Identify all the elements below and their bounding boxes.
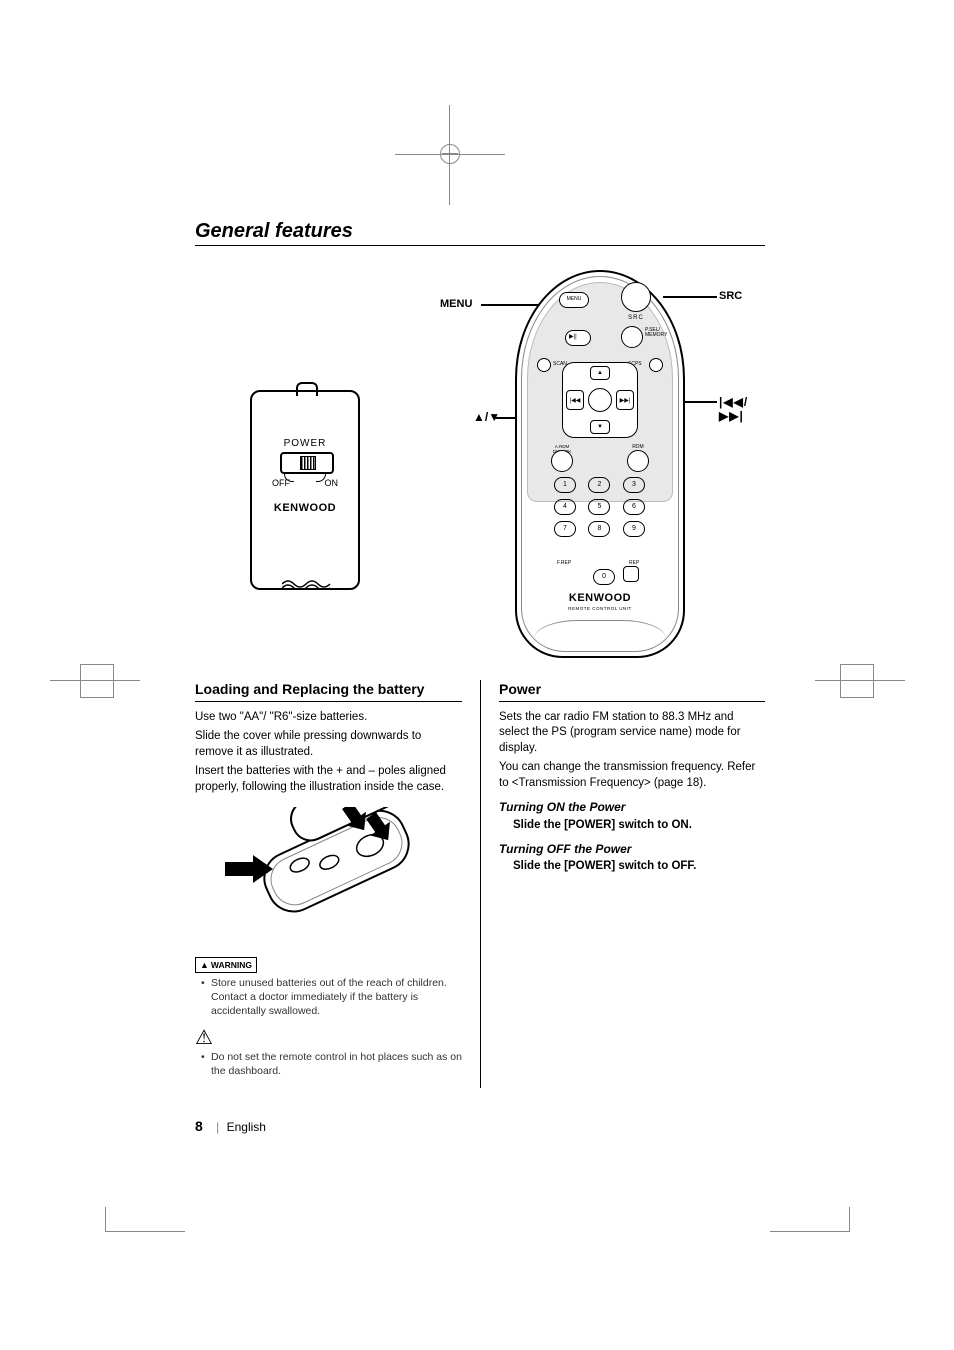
brand-label: KENWOOD — [252, 502, 358, 514]
battery-text: Slide the cover while pressing downwards… — [195, 729, 462, 760]
remote-brand: KENWOOD — [515, 592, 685, 604]
remote-num-4: 4 — [554, 499, 576, 515]
dpad-next-button: ▶▶| — [616, 390, 634, 410]
remote-scan-right-button — [649, 358, 663, 372]
caution-item: Do not set the remote control in hot pla… — [205, 1050, 462, 1078]
page-content: General features POWER OFF ON KENWOOD ME… — [195, 220, 765, 1088]
remote-src-button — [621, 282, 651, 312]
remote-menu-label: MENU — [563, 296, 585, 302]
page-footer: 8 | English — [195, 1118, 266, 1134]
warning-label: WARNING — [211, 960, 252, 970]
power-switch-track — [280, 452, 334, 474]
remote-num-7: 7 — [554, 521, 576, 537]
power-device-figure: POWER OFF ON KENWOOD — [250, 390, 360, 590]
dpad-center-button — [588, 388, 612, 412]
crop-mark — [770, 1207, 850, 1232]
power-switch-knob — [300, 456, 316, 470]
remote-scan-left-button — [537, 358, 551, 372]
power-off-heading: Turning OFF the Power — [499, 841, 765, 857]
remote-num-1: 1 — [554, 477, 576, 493]
remote-num-6: 6 — [623, 499, 645, 515]
remote-arom-button — [551, 450, 573, 472]
caution-list: Do not set the remote control in hot pla… — [195, 1050, 462, 1078]
remote-numpad: 1 2 3 4 5 6 7 8 9 — [550, 474, 650, 540]
remote-frep-label: F.REP — [557, 560, 571, 566]
crop-mark — [440, 144, 460, 164]
remote-num-5: 5 — [588, 499, 610, 515]
remote-brand-subtitle: REMOTE CONTROL UNIT — [515, 606, 685, 611]
warning-item: Store unused batteries out of the reach … — [205, 976, 462, 1019]
power-off-step: Slide the [POWER] switch to OFF. — [513, 859, 765, 875]
crop-mark — [105, 1207, 185, 1232]
footer-separator: | — [216, 1120, 219, 1134]
remote-bottom-curve — [533, 620, 667, 640]
callout-menu: MENU — [440, 298, 472, 310]
power-heading: Power — [499, 680, 765, 702]
remote-figure: MENU SRC ▶|| P.SEL/ MEMORY SCAN SCPS ▲ ▼… — [515, 270, 685, 658]
remote-dpad: ▲ ▼ |◀◀ ▶▶| — [562, 362, 638, 438]
remote-src-label: SRC — [615, 315, 657, 321]
figures-area: POWER OFF ON KENWOOD MENU SRC |◀◀/▶▶| ▲/… — [195, 270, 765, 670]
device-hanger — [296, 382, 318, 396]
dpad-prev-button: |◀◀ — [566, 390, 584, 410]
warning-list: Store unused batteries out of the reach … — [195, 976, 462, 1019]
right-column: Power Sets the car radio FM station to 8… — [480, 680, 765, 1088]
dpad-up-button: ▲ — [590, 366, 610, 380]
page-number: 8 — [195, 1118, 203, 1134]
section-title: General features — [195, 220, 765, 246]
power-text: Sets the car radio FM station to 88.3 MH… — [499, 710, 765, 757]
power-text: You can change the transmission frequenc… — [499, 760, 765, 791]
remote-psel-label: P.SEL/ MEMORY — [645, 328, 675, 338]
power-label: POWER — [252, 438, 358, 449]
warning-triangle-icon: ▲ — [200, 959, 209, 971]
remote-num-0: 0 — [593, 569, 615, 585]
power-on-step: Slide the [POWER] switch to ON. — [513, 818, 765, 834]
callout-src: SRC — [719, 290, 742, 302]
battery-heading: Loading and Replacing the battery — [195, 680, 462, 702]
left-column: Loading and Replacing the battery Use tw… — [195, 680, 480, 1088]
power-on-heading: Turning ON the Power — [499, 799, 765, 815]
warning-block: ▲WARNING Store unused batteries out of t… — [195, 953, 462, 1078]
remote-num-9: 9 — [623, 521, 645, 537]
footer-language: English — [227, 1120, 266, 1134]
battery-text: Insert the batteries with the + and – po… — [195, 764, 462, 795]
remote-num-2: 2 — [588, 477, 610, 493]
warning-badge: ▲WARNING — [195, 957, 257, 973]
crop-mark — [449, 146, 450, 162]
crop-mark — [442, 153, 458, 154]
remote-rdm-button — [627, 450, 649, 472]
power-on-label: ON — [325, 478, 339, 488]
crop-mark — [80, 664, 114, 698]
callout-skip: |◀◀/▶▶| — [719, 395, 765, 423]
remote-playpause-label: ▶|| — [569, 333, 577, 340]
battery-text: Use two "AA"/ "R6"-size batteries. — [195, 710, 462, 726]
remote-num-3: 3 — [623, 477, 645, 493]
crop-mark — [840, 664, 874, 698]
break-line-icon — [282, 578, 332, 590]
content-columns: Loading and Replacing the battery Use tw… — [195, 680, 765, 1088]
battery-illustration — [215, 807, 435, 937]
remote-psel-button — [621, 326, 643, 348]
caution-triangle-icon: ⚠ — [195, 1028, 462, 1048]
dpad-down-button: ▼ — [590, 420, 610, 434]
remote-clear-button — [623, 566, 639, 582]
power-off-label: OFF — [272, 478, 290, 488]
remote-num-8: 8 — [588, 521, 610, 537]
